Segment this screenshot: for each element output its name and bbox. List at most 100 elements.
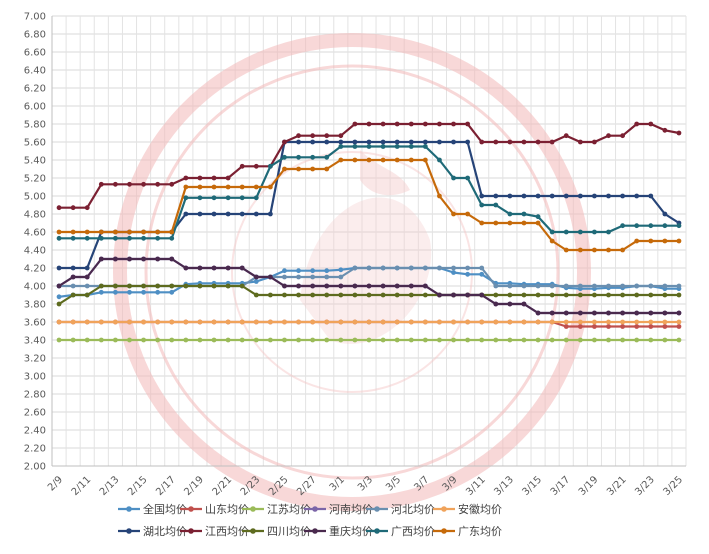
data-point xyxy=(98,256,104,262)
data-point xyxy=(662,324,668,329)
data-point xyxy=(479,292,485,298)
legend-item: 重庆均价 xyxy=(304,524,373,538)
data-point xyxy=(98,229,104,235)
data-point xyxy=(394,265,400,271)
data-point xyxy=(338,157,344,163)
data-point xyxy=(380,144,386,149)
data-point xyxy=(352,292,358,298)
data-point xyxy=(422,139,428,145)
data-point xyxy=(408,139,414,145)
data-point xyxy=(155,235,161,241)
data-point xyxy=(155,337,161,343)
data-point xyxy=(563,133,569,139)
data-point xyxy=(408,292,414,298)
data-point xyxy=(535,319,541,325)
data-point xyxy=(98,235,104,241)
data-point xyxy=(197,283,203,289)
data-point xyxy=(338,267,344,273)
data-point xyxy=(422,337,428,343)
y-tick-label: 7.00 xyxy=(24,12,46,23)
data-point xyxy=(169,319,175,325)
data-point xyxy=(211,184,217,190)
data-point xyxy=(141,319,146,325)
legend-marker xyxy=(312,528,318,534)
y-tick-label: 6.80 xyxy=(24,30,46,41)
data-point xyxy=(634,292,640,298)
data-point xyxy=(253,337,259,343)
data-point xyxy=(634,283,640,289)
data-point xyxy=(493,337,499,343)
data-point xyxy=(366,265,372,271)
y-tick-label: 5.80 xyxy=(24,120,46,131)
data-point xyxy=(98,319,104,325)
data-point xyxy=(310,319,316,325)
data-point xyxy=(366,157,372,163)
data-point xyxy=(676,324,682,329)
data-point xyxy=(70,274,76,280)
data-point xyxy=(521,283,527,289)
y-tick-label: 2.40 xyxy=(24,426,46,437)
x-tick-label: 2/13 xyxy=(98,474,122,498)
data-point xyxy=(282,268,287,274)
series-2 xyxy=(56,337,682,343)
data-point xyxy=(592,229,597,235)
legend-label: 重庆均价 xyxy=(329,524,373,538)
data-point xyxy=(267,274,273,280)
data-point xyxy=(535,193,541,199)
data-point xyxy=(493,202,499,208)
data-point xyxy=(169,289,175,295)
legend-label: 江苏均价 xyxy=(267,503,311,516)
x-tick-label: 3/23 xyxy=(633,474,657,498)
data-point xyxy=(465,265,471,271)
data-point xyxy=(225,265,231,271)
y-tick-label: 4.20 xyxy=(24,264,46,275)
data-point xyxy=(338,144,344,149)
legend-marker xyxy=(312,506,318,512)
data-point xyxy=(211,319,217,325)
data-point xyxy=(98,181,104,187)
data-point xyxy=(662,211,668,217)
data-point xyxy=(521,193,527,199)
data-point xyxy=(577,139,583,145)
data-point xyxy=(338,319,344,325)
data-point xyxy=(211,175,217,181)
data-point xyxy=(676,337,682,343)
data-point xyxy=(507,220,513,226)
data-point xyxy=(465,211,471,217)
data-point xyxy=(606,283,611,289)
legend-label: 河北均价 xyxy=(391,503,435,516)
data-point xyxy=(211,283,217,289)
data-point xyxy=(394,157,400,163)
data-point xyxy=(620,319,625,325)
data-point xyxy=(56,283,62,289)
data-point xyxy=(493,319,499,325)
data-point xyxy=(521,139,527,145)
legend-marker xyxy=(188,506,194,512)
data-point xyxy=(253,195,259,201)
data-point xyxy=(282,154,287,160)
legend-item: 安徽均价 xyxy=(433,502,502,516)
data-point xyxy=(324,268,330,274)
data-point xyxy=(296,139,301,145)
x-tick-label: 3/21 xyxy=(605,474,629,498)
legend-label: 全国均价 xyxy=(143,502,187,516)
data-point xyxy=(592,324,597,329)
legend-marker xyxy=(374,528,380,534)
data-point xyxy=(380,121,386,127)
legend-label: 江西均价 xyxy=(205,525,249,538)
data-point xyxy=(169,181,175,187)
data-point xyxy=(577,337,583,343)
data-point xyxy=(606,193,611,199)
data-point xyxy=(620,337,625,343)
data-point xyxy=(141,235,146,241)
data-point xyxy=(155,256,161,262)
data-point xyxy=(380,157,386,163)
data-point xyxy=(267,163,273,169)
data-point xyxy=(408,283,414,289)
data-point xyxy=(563,229,569,235)
data-point xyxy=(127,229,132,235)
data-point xyxy=(620,247,625,253)
data-point xyxy=(155,319,161,325)
data-point xyxy=(479,319,485,325)
